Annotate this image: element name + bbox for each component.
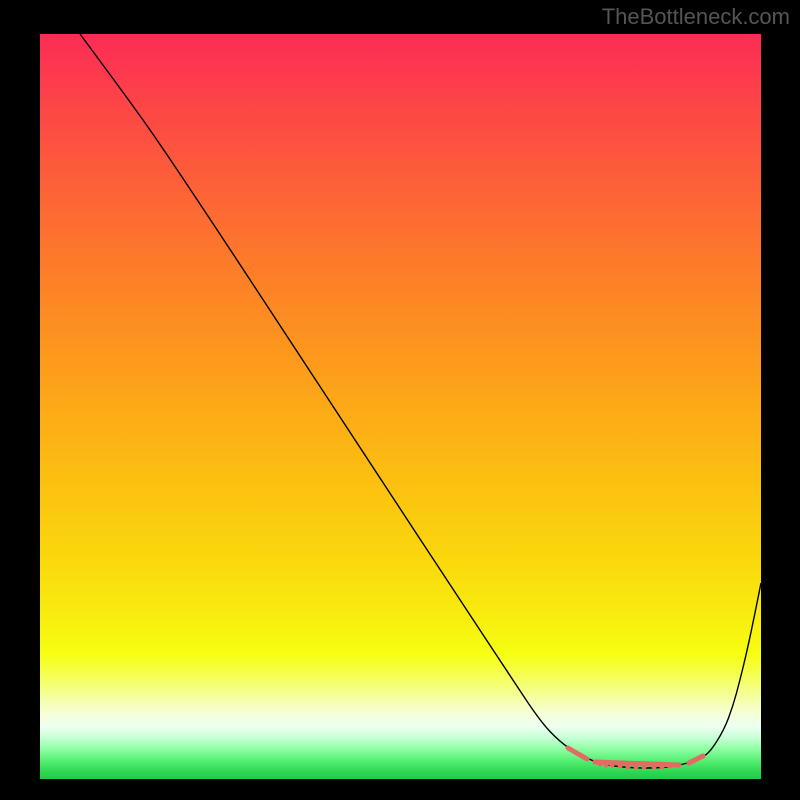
- chart-container: TheBottleneck.com: [0, 0, 800, 800]
- plot-area: [40, 34, 761, 779]
- watermark-text: TheBottleneck.com: [602, 4, 790, 30]
- bottleneck-curve: [40, 34, 761, 779]
